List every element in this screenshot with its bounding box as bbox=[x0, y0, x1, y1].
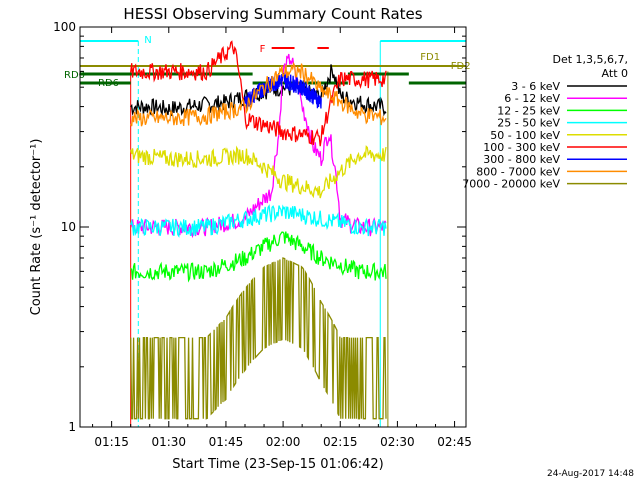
legend-label-4: 50 - 100 keV bbox=[490, 129, 560, 142]
x-axis-label: Start Time (23-Sep-15 01:06:42) bbox=[172, 457, 383, 472]
y-axis-ticks: 1 10 100 bbox=[53, 20, 466, 434]
rd0-label: RD0 bbox=[64, 70, 85, 81]
y-tick-label-0: 1 bbox=[68, 420, 76, 434]
fd2-label: FD2 bbox=[451, 61, 471, 72]
series-line-5 bbox=[130, 40, 387, 147]
series-line-0 bbox=[130, 64, 387, 117]
legend-label-6: 300 - 800 keV bbox=[483, 153, 560, 166]
series-line-3 bbox=[130, 204, 387, 238]
night-flag-label: N bbox=[144, 35, 151, 46]
y-tick-label-2: 100 bbox=[53, 20, 76, 34]
y-tick-label-1: 10 bbox=[61, 220, 76, 234]
series-line-6 bbox=[244, 72, 322, 111]
plot-area: N RD0 RD6 FD1 FD2 F bbox=[64, 35, 471, 427]
series-line-7 bbox=[130, 61, 387, 127]
series-line-2 bbox=[130, 231, 387, 283]
series-line-8 bbox=[130, 257, 387, 420]
legend-header-line1: Det 1,3,5,6,7, bbox=[552, 53, 628, 66]
legend-label-8: 7000 - 20000 keV bbox=[462, 178, 560, 191]
flare-label: F bbox=[260, 44, 266, 55]
legend-label-0: 3 - 6 keV bbox=[511, 80, 560, 93]
x-tick-label-1: 01:30 bbox=[151, 435, 186, 449]
x-tick-label-2: 01:45 bbox=[209, 435, 244, 449]
chart-title: HESSI Observing Summary Count Rates bbox=[123, 5, 422, 23]
footer-date: 24-Aug-2017 14:48 bbox=[547, 469, 634, 479]
x-tick-label-3: 02:00 bbox=[266, 435, 301, 449]
x-tick-label-6: 02:45 bbox=[437, 435, 472, 449]
legend-header-line2: Att 0 bbox=[602, 67, 628, 80]
legend-label-2: 12 - 25 keV bbox=[497, 104, 560, 117]
legend-label-3: 25 - 50 keV bbox=[497, 117, 560, 130]
legend-label-1: 6 - 12 keV bbox=[504, 92, 560, 105]
series-line-1 bbox=[130, 53, 387, 239]
x-tick-label-4: 02:15 bbox=[323, 435, 358, 449]
rd6-label: RD6 bbox=[98, 78, 119, 89]
x-axis-ticks: 01:15 01:30 01:45 02:00 02:15 02:30 02:45 bbox=[92, 27, 472, 449]
legend-label-5: 100 - 300 keV bbox=[483, 141, 560, 154]
fd1-label: FD1 bbox=[420, 52, 440, 63]
x-tick-label-0: 01:15 bbox=[94, 435, 129, 449]
y-axis-label: Count Rate (s⁻¹ detector⁻¹) bbox=[29, 139, 44, 316]
legend-label-7: 800 - 7000 keV bbox=[476, 165, 560, 178]
series-line-4 bbox=[130, 145, 387, 199]
x-tick-label-5: 02:30 bbox=[380, 435, 415, 449]
